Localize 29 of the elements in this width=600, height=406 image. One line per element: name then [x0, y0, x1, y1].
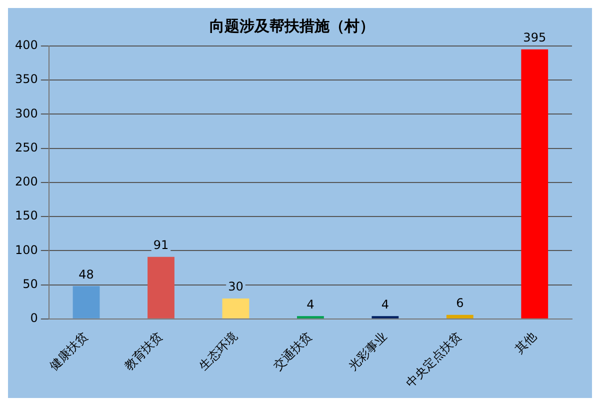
bar	[222, 298, 250, 318]
x-tick-label: 健康扶贫	[46, 329, 91, 374]
bar	[148, 256, 174, 318]
y-tick-label: 400	[15, 38, 38, 52]
y-tick-label: 250	[15, 140, 38, 154]
x-tick-label: 中央定点扶贫	[403, 329, 464, 390]
y-tick-label: 300	[15, 106, 38, 120]
x-tick-label: 生态环境	[196, 329, 240, 374]
data-label: 48	[78, 267, 94, 282]
data-label: 395	[523, 30, 546, 45]
data-label: 91	[153, 238, 169, 252]
y-tick-label: 150	[15, 208, 38, 223]
chart-title: 向题涉及帮扶措施（村）	[210, 16, 374, 35]
x-tick-label: 其他	[512, 329, 539, 356]
x-tick-label: 教育扶贫	[121, 329, 166, 374]
bar	[521, 49, 548, 318]
bar	[446, 314, 474, 318]
x-tick-label: 交通扶贫	[270, 329, 315, 374]
data-label: 4	[306, 297, 314, 312]
x-tick-label: 光彩事业	[346, 329, 390, 374]
y-tick-label: 50	[22, 276, 38, 291]
data-label: 6	[456, 296, 464, 310]
y-tick-label: 100	[15, 242, 38, 257]
y-tick-label: 350	[15, 72, 38, 86]
y-tick-label: 200	[15, 174, 38, 189]
data-label: 30	[228, 280, 244, 294]
bar	[72, 286, 100, 318]
y-tick-label: 0	[30, 311, 38, 326]
data-label: 4	[381, 297, 389, 312]
